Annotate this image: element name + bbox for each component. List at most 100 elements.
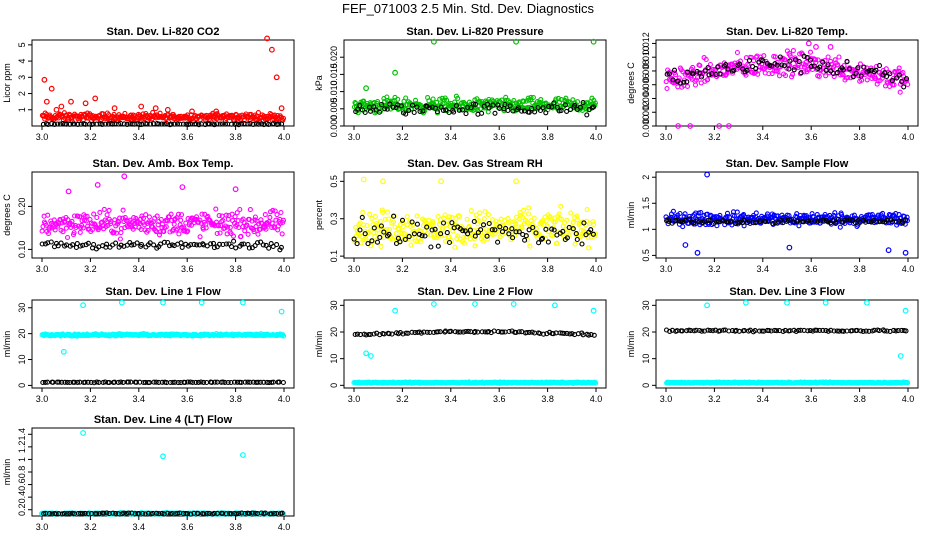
data-point — [840, 72, 846, 78]
x-tick-label: 3.4 — [133, 522, 146, 532]
data-point — [90, 121, 96, 127]
data-point — [164, 106, 171, 113]
plot-frame — [343, 171, 607, 259]
data-point — [813, 44, 819, 50]
data-point — [214, 230, 220, 237]
data-point — [80, 430, 86, 436]
y-axis-label: degrees C — [2, 194, 12, 236]
data-point — [760, 58, 766, 64]
data-point — [216, 241, 223, 247]
data-point — [744, 67, 750, 73]
data-point — [71, 213, 78, 219]
data-point — [428, 244, 434, 250]
data-point — [897, 89, 903, 95]
data-point — [725, 66, 731, 72]
data-point — [403, 111, 409, 117]
plot-frame — [31, 171, 295, 259]
data-point — [737, 58, 743, 64]
y-tick-label: 0.008 — [641, 60, 651, 83]
data-point — [850, 74, 856, 80]
y-tick-label: 0.4 — [17, 491, 27, 504]
y-tick-label: 20 — [329, 327, 339, 337]
data-point — [753, 210, 759, 216]
data-point — [51, 121, 58, 128]
plot-frame — [655, 39, 919, 127]
data-point — [241, 117, 247, 123]
data-point — [154, 213, 160, 219]
data-point — [516, 229, 522, 235]
data-point — [362, 109, 368, 116]
data-point — [492, 227, 498, 233]
data-point — [410, 222, 416, 228]
data-point — [590, 307, 597, 314]
data-point — [64, 234, 71, 241]
data-point — [481, 216, 487, 222]
y-tick-label: 0.004 — [641, 87, 651, 110]
data-point — [144, 121, 150, 127]
data-point — [134, 240, 140, 246]
data-point — [889, 78, 895, 84]
data-point — [705, 65, 711, 71]
data-point — [490, 102, 496, 108]
panel-title: Stan. Dev. Amb. Box Temp. — [93, 158, 234, 170]
data-point — [206, 121, 212, 127]
data-point — [387, 101, 393, 107]
data-point — [71, 121, 78, 127]
data-point — [255, 231, 261, 237]
data-point — [866, 68, 872, 74]
data-point — [194, 242, 200, 248]
data-point — [526, 227, 532, 233]
data-point — [238, 233, 244, 239]
data-point — [715, 64, 721, 70]
data-point — [473, 212, 479, 218]
data-point — [901, 84, 907, 90]
data-point — [236, 122, 242, 128]
data-point — [438, 231, 444, 237]
data-point — [476, 218, 482, 224]
data-point — [523, 233, 529, 239]
data-point — [60, 229, 66, 235]
data-point — [357, 102, 363, 108]
y-tick-label: 1.2 — [17, 441, 27, 454]
data-point — [584, 207, 590, 213]
data-point — [790, 48, 796, 54]
data-point — [137, 122, 143, 128]
x-tick-label: 4.0 — [590, 394, 603, 404]
data-point — [355, 106, 361, 112]
data-point — [543, 226, 549, 232]
data-point — [761, 53, 767, 59]
data-point — [409, 102, 416, 108]
data-point — [372, 213, 378, 220]
data-point — [380, 209, 386, 216]
data-point — [258, 239, 264, 245]
data-point — [367, 211, 373, 217]
x-tick-label: 4.0 — [902, 264, 915, 274]
data-point — [682, 242, 689, 248]
data-point — [374, 239, 381, 245]
plot-frame — [343, 39, 607, 127]
data-point — [525, 237, 531, 243]
data-point — [440, 225, 446, 231]
data-point — [449, 220, 455, 226]
data-point — [361, 107, 367, 113]
data-point — [545, 239, 551, 245]
data-point — [905, 81, 911, 88]
data-point — [363, 236, 369, 242]
data-point — [48, 239, 54, 245]
data-point — [77, 229, 83, 235]
data-point — [174, 226, 180, 232]
data-point — [217, 230, 223, 236]
data-point — [77, 214, 83, 220]
data-point — [90, 221, 96, 227]
data-point — [489, 227, 495, 233]
data-point — [530, 224, 536, 231]
panel-title: Stan. Dev. Line 3 Flow — [729, 286, 845, 298]
data-point — [406, 107, 412, 113]
data-point — [786, 66, 792, 72]
data-point — [554, 240, 560, 246]
data-point — [834, 70, 840, 76]
data-point — [246, 245, 252, 251]
data-point — [536, 240, 542, 246]
data-point — [63, 121, 70, 127]
data-point — [121, 173, 128, 180]
